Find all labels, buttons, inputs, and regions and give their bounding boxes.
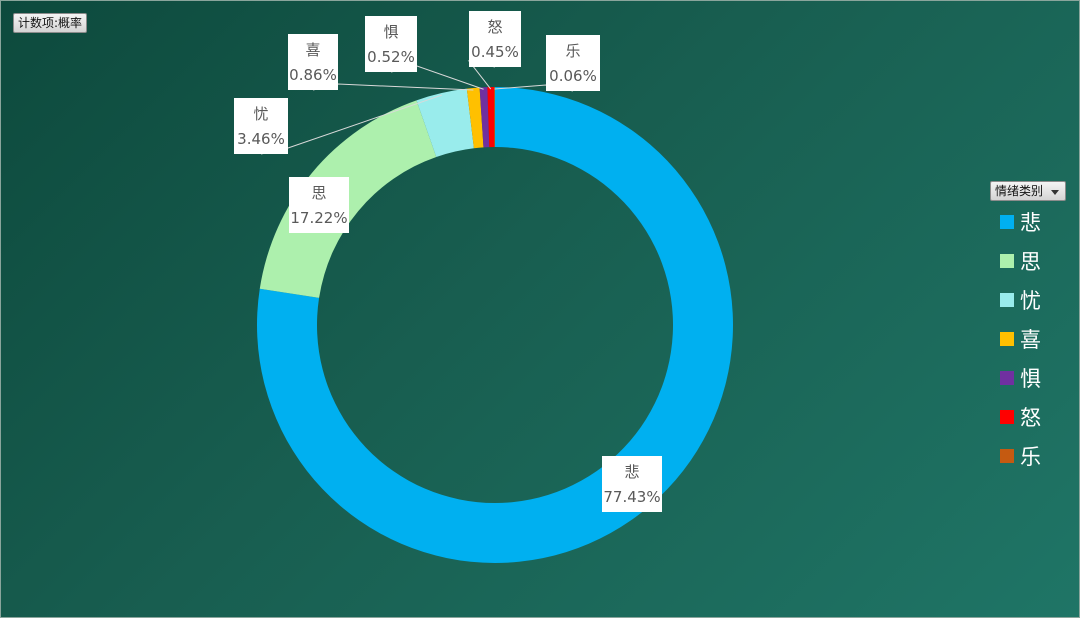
legend-label: 乐: [1020, 445, 1041, 469]
legend-item-乐[interactable]: 乐: [1000, 445, 1041, 469]
data-label-box: [288, 34, 338, 90]
legend-label: 怒: [1020, 406, 1041, 430]
data-label-category: 喜: [305, 41, 320, 59]
legend-item-怒[interactable]: 怒: [1000, 406, 1041, 430]
dropdown-arrow-icon: [1051, 190, 1060, 195]
data-label-value: 0.52%: [367, 48, 415, 66]
legend-swatch: [1000, 254, 1014, 268]
data-label-box: [546, 35, 600, 91]
legend-item-喜[interactable]: 喜: [1000, 328, 1041, 352]
legend-swatch: [1000, 332, 1014, 346]
data-label-惧: 惧 0.52%: [365, 16, 417, 72]
data-label-悲: 悲 77.43%: [602, 456, 662, 512]
data-label-box: [234, 98, 288, 154]
data-label-value: 77.43%: [603, 488, 660, 506]
slice-怒[interactable]: [487, 87, 495, 148]
legend-item-忧[interactable]: 忧: [1000, 289, 1041, 313]
legend-item-悲[interactable]: 悲: [1000, 211, 1041, 235]
data-label-category: 惧: [383, 23, 398, 41]
legend-swatch: [1000, 449, 1014, 463]
legend-label: 思: [1020, 250, 1041, 274]
data-label-box: [365, 16, 417, 72]
data-label-category: 怒: [487, 18, 502, 36]
data-label-category: 忧: [253, 105, 268, 123]
legend-label: 惧: [1020, 367, 1041, 391]
data-label-category: 悲: [624, 463, 639, 481]
data-label-value: 3.46%: [237, 130, 285, 148]
data-label-value: 0.45%: [471, 43, 519, 61]
slice-忧[interactable]: [416, 88, 474, 157]
data-label-category: 思: [311, 184, 326, 202]
slice-惧[interactable]: [479, 87, 490, 148]
value-field-button[interactable]: 计数项:概率: [13, 13, 88, 33]
data-label-value: 17.22%: [290, 209, 347, 227]
data-label-喜: 喜 0.86%: [288, 34, 338, 90]
category-filter-dropdown[interactable]: 情绪类别: [990, 181, 1067, 201]
legend-item-思[interactable]: 思: [1000, 250, 1041, 274]
legend-label: 悲: [1020, 211, 1041, 235]
data-label-box: [469, 11, 521, 67]
data-label-怒: 怒 0.45%: [469, 11, 521, 67]
slice-乐[interactable]: [494, 87, 495, 148]
data-label-box: [289, 177, 349, 233]
legend-label: 忧: [1020, 289, 1041, 313]
category-filter-label: 情绪类别: [995, 184, 1044, 198]
legend-swatch: [1000, 215, 1014, 229]
data-label-box: [602, 456, 662, 512]
data-label-value: 0.86%: [289, 66, 337, 84]
legend-swatch: [1000, 410, 1014, 424]
data-label-忧: 忧 3.46%: [234, 98, 288, 154]
legend-swatch: [1000, 371, 1014, 385]
data-label-思: 思 17.22%: [289, 177, 349, 233]
data-label-value: 0.06%: [549, 67, 597, 85]
data-label-乐: 乐 0.06%: [546, 35, 600, 91]
slice-喜[interactable]: [466, 87, 484, 149]
legend-swatch: [1000, 293, 1014, 307]
legend-label: 喜: [1020, 328, 1041, 352]
data-label-category: 乐: [565, 42, 580, 60]
legend-item-惧[interactable]: 惧: [1000, 367, 1041, 391]
data-labels: 悲 77.43% 思 17.22% 忧 3.46% 喜 0.86% 惧 0.52% 怒 0.45% 乐 0…: [234, 11, 662, 512]
